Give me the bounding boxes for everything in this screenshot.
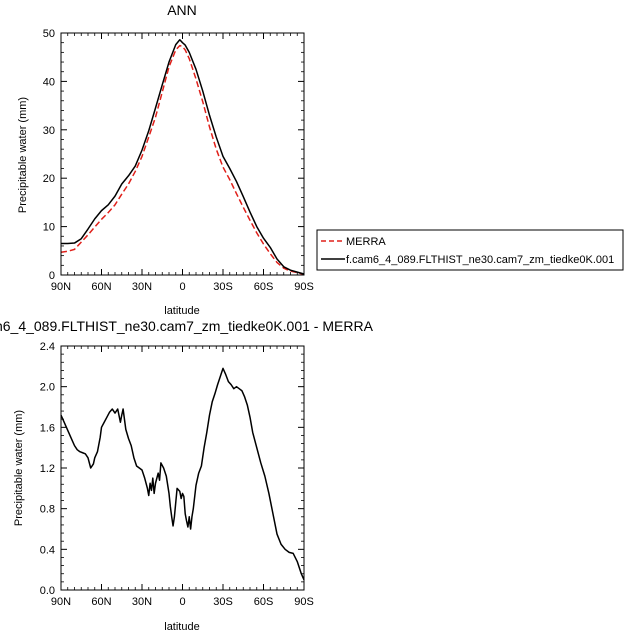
chart-panel-bottom: m6_4_089.FLTHIST_ne30.cam7_zm_tiedke0K.0… bbox=[0, 318, 374, 633]
y-tick-label-1-0: 0.0 bbox=[40, 585, 55, 597]
plot-area-bottom: 90N 60N 30N 0 30S 60S 90S 0.0 0.4 0.8 1.2 1.6 2.0 2.4 bbox=[40, 341, 314, 608]
y-tick-label-1-6: 2.4 bbox=[40, 341, 55, 353]
x-tick-label-0-0: 90N bbox=[51, 281, 71, 293]
x-tick-label-1-3: 0 bbox=[179, 596, 185, 608]
y-tick-label-0-2: 20 bbox=[43, 173, 55, 185]
series-line-0-1 bbox=[61, 39, 305, 275]
x-tick-label-0-2: 30N bbox=[132, 281, 152, 293]
x-tick-label-0-6: 90S bbox=[294, 281, 314, 293]
y-tick-label-0-0: 0 bbox=[49, 270, 55, 282]
y-axis-label-bottom: Precipitable water (mm) bbox=[13, 410, 25, 526]
y-tick-label-0-5: 50 bbox=[43, 28, 55, 40]
chart-title-bottom: m6_4_089.FLTHIST_ne30.cam7_zm_tiedke0K.0… bbox=[0, 318, 374, 334]
y-tick-label-1-1: 0.4 bbox=[40, 544, 55, 556]
x-tick-label-0-3: 0 bbox=[179, 281, 185, 293]
x-axis-label-bottom: latitude bbox=[164, 621, 199, 633]
x-tick-label-0-4: 30S bbox=[213, 281, 233, 293]
y-axis-label-top: Precipitable water (mm) bbox=[17, 97, 29, 213]
y-tick-label-1-5: 2.0 bbox=[40, 382, 55, 394]
x-tick-label-1-1: 60N bbox=[91, 596, 111, 608]
y-tick-label-0-3: 30 bbox=[43, 125, 55, 137]
y-tick-label-0-1: 10 bbox=[43, 222, 55, 234]
series-line-0-0 bbox=[60, 44, 305, 276]
x-tick-label-0-1: 60N bbox=[91, 281, 111, 293]
chart-panel-top: ANN Precipitable water (mm) latitude 90N… bbox=[17, 2, 624, 317]
x-tick-label-1-0: 90N bbox=[51, 596, 71, 608]
y-tick-label-0-4: 40 bbox=[43, 76, 55, 88]
series-line-1-0 bbox=[60, 367, 305, 581]
legend-label-merra: MERRA bbox=[346, 236, 386, 248]
x-tick-label-1-4: 30S bbox=[213, 596, 233, 608]
legend: MERRA f.cam6_4_089.FLTHIST_ne30.cam7_zm_… bbox=[316, 229, 624, 271]
y-tick-label-1-3: 1.2 bbox=[40, 463, 55, 475]
x-tick-label-1-5: 60S bbox=[254, 596, 274, 608]
chart-title-top: ANN bbox=[167, 2, 197, 18]
y-tick-label-1-4: 1.6 bbox=[40, 422, 55, 434]
plot-area-top: 90N 60N 30N 0 30S 60S 90S 0 10 20 30 40 50 bbox=[43, 28, 314, 293]
x-axis-label-top: latitude bbox=[164, 305, 199, 317]
plot-frame-0 bbox=[60, 32, 305, 276]
x-tick-label-1-6: 90S bbox=[294, 596, 314, 608]
y-tick-label-1-2: 0.8 bbox=[40, 504, 55, 516]
legend-label-model: f.cam6_4_089.FLTHIST_ne30.cam7_zm_tiedke… bbox=[346, 254, 614, 266]
x-tick-label-0-5: 60S bbox=[254, 281, 274, 293]
legend-box bbox=[316, 229, 624, 271]
plot-frame-1 bbox=[60, 345, 305, 591]
x-tick-label-1-2: 30N bbox=[132, 596, 152, 608]
